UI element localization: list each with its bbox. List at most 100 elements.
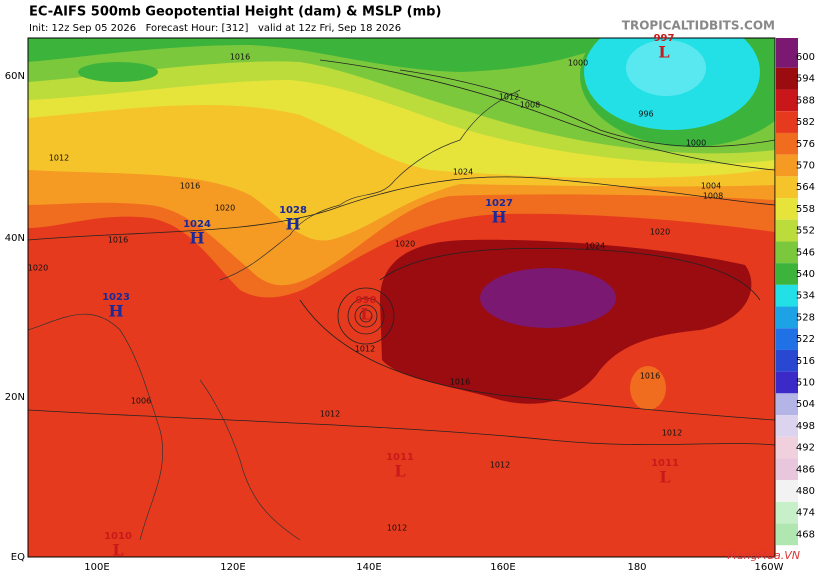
pressure-center-value: 1011 (386, 452, 414, 463)
colorbar-swatch (776, 393, 798, 416)
isobar-label: 1020 (395, 240, 415, 249)
isobar-label: 1012 (49, 154, 69, 163)
pressure-center-value: 990 (356, 295, 377, 306)
colorbar-swatch (776, 328, 798, 350)
colorbar-swatch (776, 241, 798, 264)
pressure-center-symbol: L (360, 305, 371, 324)
colorbar-label: 528 (796, 312, 815, 323)
colorbar-label: 564 (796, 182, 815, 193)
colorbar-swatch (776, 132, 798, 155)
isobar-label: 1012 (662, 429, 682, 438)
colorbar-swatch (776, 349, 798, 372)
isobar-label: 1008 (520, 101, 540, 110)
colorbar-swatch (776, 480, 798, 502)
colorbar-swatch (776, 501, 798, 524)
colorbar-label: 474 (796, 508, 815, 519)
map-labels: 60N 40N 20N EQ 100E 120E 140E 160E 180 160W 600 594… (5, 33, 815, 573)
longitude-label: 120E (220, 562, 245, 573)
isobar-label: 1000 (686, 139, 706, 148)
isobar-label: 1016 (230, 53, 250, 62)
colorbar-swatch (776, 38, 798, 68)
pressure-center-value: 997 (654, 33, 675, 44)
isobar-label: 1000 (568, 59, 588, 68)
isobar-label: 1016 (640, 372, 660, 381)
isobar-label: 1012 (320, 410, 340, 419)
isobar-label: 1012 (499, 93, 519, 102)
latitude-label: 40N (5, 233, 25, 244)
isobar-label: 1020 (28, 264, 48, 273)
colorbar-label: 558 (796, 204, 815, 215)
longitude-label: 180 (627, 562, 646, 573)
colorbar-label: 504 (796, 399, 815, 410)
colorbar-label: 600 (796, 52, 815, 63)
longitude-label: 160W (755, 562, 784, 573)
isobar-label: 1012 (490, 461, 510, 470)
colorbar-label: 582 (796, 117, 815, 128)
isobar-label: 996 (638, 110, 653, 119)
colorbar-label: 576 (796, 139, 815, 150)
pressure-center-value: 1028 (279, 205, 307, 216)
colorbar-label: 480 (796, 486, 815, 497)
colorbar-label: 510 (796, 378, 815, 389)
longitude-label: 100E (84, 562, 109, 573)
credit: TROPICALTIDBITS.COM (622, 19, 775, 33)
colorbar-label: 498 (796, 421, 815, 432)
isobar-label: 1004 (701, 182, 721, 191)
map-frame (27, 37, 776, 558)
isobar-label: 1016 (450, 378, 470, 387)
colorbar-swatch (776, 371, 798, 394)
colorbar-swatch (776, 458, 798, 481)
pressure-center-value: 1023 (102, 292, 130, 303)
colorbar-label: 588 (796, 95, 815, 106)
colorbar-label: 594 (796, 74, 815, 85)
colorbar-label: 522 (796, 334, 815, 345)
colorbar-label: 540 (796, 269, 815, 280)
isobar-label: 1006 (131, 397, 151, 406)
subtitle: Init: 12z Sep 05 2026 Forecast Hour: [31… (29, 23, 401, 34)
pressure-center-value: 1011 (651, 458, 679, 469)
colorbar-label: 546 (796, 247, 815, 258)
colorbar-label: 570 (796, 161, 815, 172)
pressure-center-symbol: H (189, 229, 204, 248)
colorbar-swatch (776, 284, 798, 307)
pressure-center-symbol: H (108, 302, 123, 321)
colorbar-swatch (776, 154, 798, 177)
pressure-center-value: 1010 (104, 531, 132, 542)
colorbar-label: 534 (796, 291, 815, 302)
colorbar-label: 468 (796, 529, 815, 540)
pressure-center-symbol: H (285, 215, 300, 234)
latitude-label: 20N (5, 392, 25, 403)
pressure-center-symbol: L (394, 462, 405, 481)
isobar-label: 1008 (703, 192, 723, 201)
watermark: MangMua.VN (727, 549, 800, 562)
isobar-label: 1012 (387, 524, 407, 533)
isobar-label: 1012 (355, 345, 375, 354)
longitude-label: 140E (356, 562, 381, 573)
isobar-label: 1020 (215, 204, 235, 213)
colorbar-swatch (776, 415, 798, 437)
colorbar-swatch (776, 306, 798, 329)
pressure-center-value: 1024 (183, 219, 211, 230)
pressure-center-symbol: L (659, 468, 670, 487)
colorbar-label: 486 (796, 464, 815, 475)
latitude-label: EQ (11, 552, 25, 563)
colorbar-swatch (776, 176, 798, 199)
map-field (28, 38, 775, 557)
colorbar-swatch (776, 89, 798, 112)
pressure-center-value: 1027 (485, 198, 513, 209)
colorbar-swatch (776, 436, 798, 459)
latitude-label: 60N (5, 71, 25, 82)
pressure-center-symbol: L (112, 541, 123, 560)
colorbar-swatch (776, 67, 798, 90)
pressure-center-symbol: L (658, 43, 669, 62)
pressure-center-symbol: H (491, 208, 506, 227)
colorbar-label: 552 (796, 226, 815, 237)
colorbar-swatch (776, 219, 798, 242)
isobar-label: 1016 (180, 182, 200, 191)
colorbar-swatch (776, 263, 798, 285)
longitude-label: 160E (490, 562, 515, 573)
colorbar-swatch (776, 198, 798, 220)
isobar-label: 1020 (650, 228, 670, 237)
colorbar-label: 492 (796, 443, 815, 454)
